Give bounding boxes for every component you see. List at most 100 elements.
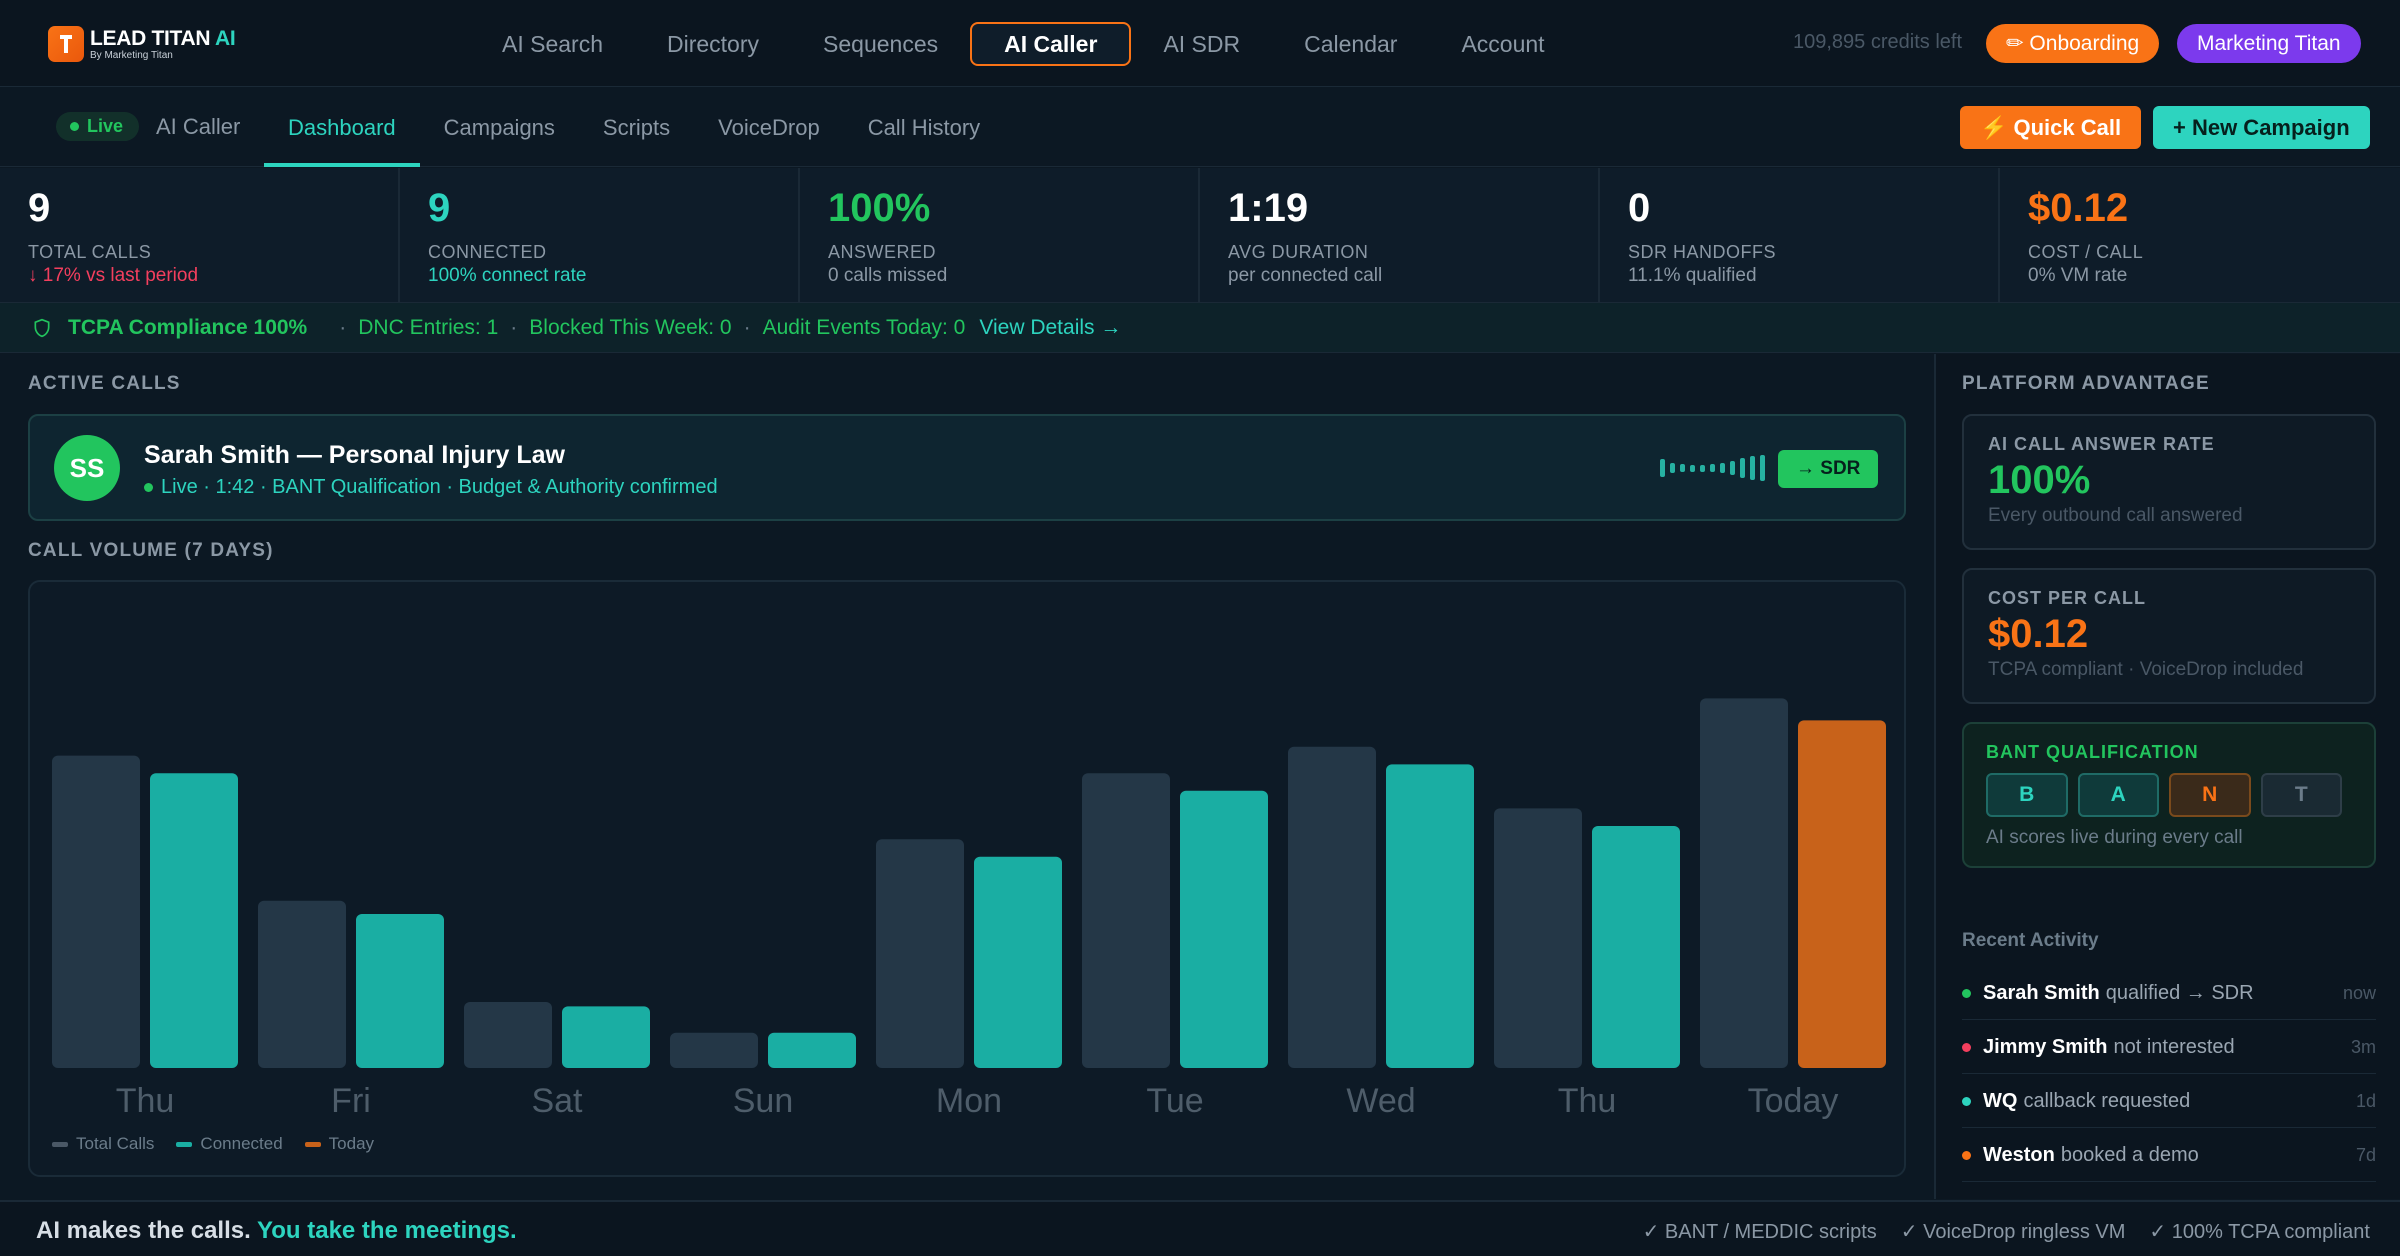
footer-feature: ✓ BANT / MEDDIC scripts [1642, 1221, 1877, 1243]
audio-wave-icon [1660, 454, 1770, 482]
bant-t-box: T [2260, 773, 2342, 817]
tab-dashboard[interactable]: Dashboard [264, 88, 420, 167]
legend-swatch [176, 1141, 193, 1147]
legend-swatch [304, 1141, 321, 1147]
bar-total-calls-0[interactable] [52, 755, 140, 1068]
stat-value: 9 [28, 186, 51, 230]
footer-feature: ✓ 100% TCPA compliant [2149, 1221, 2370, 1243]
live-label: Live [87, 116, 124, 136]
credits-left: 109,895 credits left [1793, 31, 1962, 53]
chart-legend: Total Calls Connected Today [52, 1134, 396, 1154]
stat-sub: per connected call [1228, 265, 1383, 286]
nav-item-sequences[interactable]: Sequences [823, 30, 939, 57]
bar-total-calls-2[interactable] [464, 1002, 552, 1068]
activity-action: not interested [2113, 1036, 2235, 1058]
activity-action: booked a demo [2060, 1144, 2199, 1166]
legend-label: Total Calls [76, 1134, 155, 1153]
activity-contact: Weston [1983, 1144, 2055, 1166]
wave-bar [1700, 464, 1705, 472]
wave-bar [1680, 464, 1685, 472]
status-dot-icon [1962, 1097, 1971, 1106]
call-volume-chart: Thu Fri Sat Sun Mon Tue Wed Thu Today Total Call… [28, 580, 1906, 1177]
side-panel: PLATFORM ADVANTAGE AI CALL ANSWER RATE 10… [1934, 354, 2400, 1199]
bar-total-calls-4[interactable] [876, 839, 964, 1068]
stat-sub: ↓ 17% vs last period [28, 265, 199, 286]
bant-sub: AI scores live during every call [1986, 827, 2243, 848]
view-details-link[interactable]: View Details → [979, 315, 1122, 339]
footer-feature: ✓ VoiceDrop ringless VM [1900, 1221, 2126, 1243]
quick-call-button[interactable]: ⚡ Quick Call [1960, 106, 2142, 149]
bar-connected-1[interactable] [356, 914, 444, 1068]
tcpa-item: DNC Entries: 1 [358, 315, 499, 339]
stat-value: 0 [1628, 186, 1651, 230]
activity-action: qualified → SDR [2105, 982, 2254, 1004]
bar-connected-5[interactable] [1180, 790, 1268, 1068]
bar-connected-0[interactable] [150, 773, 238, 1068]
stat-sub: 100% connect rate [428, 265, 587, 286]
activity-item[interactable]: Jimmy Smith not interested 3m [1962, 1022, 2376, 1074]
tab-voicedrop[interactable]: VoiceDrop [718, 114, 820, 140]
advantage-label: COST PER CALL [1988, 588, 2147, 608]
activity-action: callback requested [2023, 1090, 2191, 1112]
nav-item-calendar[interactable]: Calendar [1304, 30, 1398, 57]
bar-connected-3[interactable] [768, 1032, 856, 1068]
stat-value: $0.12 [2028, 186, 2129, 230]
legend-item: Today [304, 1134, 374, 1154]
x-tick-label: Thu [116, 1082, 175, 1120]
brand-logo[interactable]: LEAD TITAN AI By Marketing Titan [48, 24, 236, 64]
bar-connected-4[interactable] [974, 856, 1062, 1068]
x-tick-label: Mon [936, 1082, 1002, 1120]
tab-call-history[interactable]: Call History [867, 114, 981, 140]
stats-row: 9 TOTAL CALLS ↓ 17% vs last period 9 CONNECT… [0, 168, 2400, 303]
tcpa-title: TCPA Compliance 100% [68, 315, 308, 339]
nav-item-ai-sdr[interactable]: AI SDR [1163, 30, 1241, 57]
stat-label: ANSWERED [828, 242, 937, 262]
stat-label: AVG DURATION [1228, 242, 1369, 262]
chart-label: CALL VOLUME (7 DAYS) [28, 540, 274, 561]
stat-card: 9 TOTAL CALLS ↓ 17% vs last period [0, 168, 400, 303]
bar-connected-8[interactable] [1798, 720, 1886, 1068]
stat-label: COST / CALL [2028, 242, 2144, 262]
nav-item-ai-caller[interactable]: AI Caller [970, 22, 1132, 66]
activity-time: now [2342, 983, 2376, 1003]
bar-connected-2[interactable] [562, 1006, 650, 1068]
activity-contact: Jimmy Smith [1983, 1036, 2108, 1058]
nav-item-ai-search[interactable]: AI Search [502, 30, 603, 57]
new-campaign-button[interactable]: + New Campaign [2153, 106, 2370, 149]
bar-total-calls-5[interactable] [1082, 773, 1170, 1068]
advantage-value: $0.12 [1988, 612, 2089, 656]
stat-label: SDR HANDOFFS [1628, 242, 1777, 262]
tab-scripts[interactable]: Scripts [602, 114, 671, 140]
activity-item[interactable]: WQ callback requested 1d [1962, 1076, 2376, 1128]
activity-item[interactable]: Weston booked a demo 7d [1962, 1130, 2376, 1182]
bar-total-calls-1[interactable] [258, 900, 346, 1068]
bar-connected-7[interactable] [1592, 826, 1680, 1068]
bar-total-calls-6[interactable] [1288, 746, 1376, 1068]
activity-item[interactable]: Sarah Smith qualified → SDR now [1962, 968, 2376, 1020]
nav-item-account[interactable]: Account [1461, 30, 1545, 57]
top-nav: LEAD TITAN AI By Marketing Titan AI Sear… [0, 0, 2400, 87]
stat-sub: 11.1% qualified [1628, 265, 1757, 286]
bar-total-calls-8[interactable] [1700, 698, 1788, 1068]
active-call-card[interactable]: SS Sarah Smith — Personal Injury Law Liv… [28, 414, 1906, 521]
wave-bar [1740, 458, 1745, 478]
status-dot-icon [1962, 1043, 1971, 1052]
bar-total-calls-3[interactable] [670, 1032, 758, 1068]
stat-value: 100% [828, 186, 931, 230]
status-dot-icon [1962, 1151, 1971, 1160]
stat-sub: 0 calls missed [828, 265, 948, 286]
tab-campaigns[interactable]: Campaigns [443, 114, 555, 140]
nav-item-directory[interactable]: Directory [667, 30, 760, 57]
x-tick-label: Fri [331, 1082, 371, 1120]
workspace-button[interactable]: Marketing Titan [2177, 24, 2361, 63]
handoff-sdr-button[interactable]: → SDR [1778, 450, 1879, 488]
platform-advantage-label: PLATFORM ADVANTAGE [1962, 373, 2210, 394]
sub-nav: Live AI Caller Dashboard Campaigns Scripts… [0, 88, 2400, 167]
bar-connected-6[interactable] [1386, 764, 1474, 1068]
bar-chart: Thu Fri Sat Sun Mon Tue Wed Thu Today [52, 698, 1886, 1120]
onboarding-button[interactable]: ✏ Onboarding [1986, 24, 2160, 63]
bar-total-calls-7[interactable] [1494, 808, 1582, 1068]
advantage-card: AI CALL ANSWER RATE 100% Every outbound ca… [1962, 414, 2376, 550]
x-tick-label: Wed [1346, 1082, 1415, 1120]
